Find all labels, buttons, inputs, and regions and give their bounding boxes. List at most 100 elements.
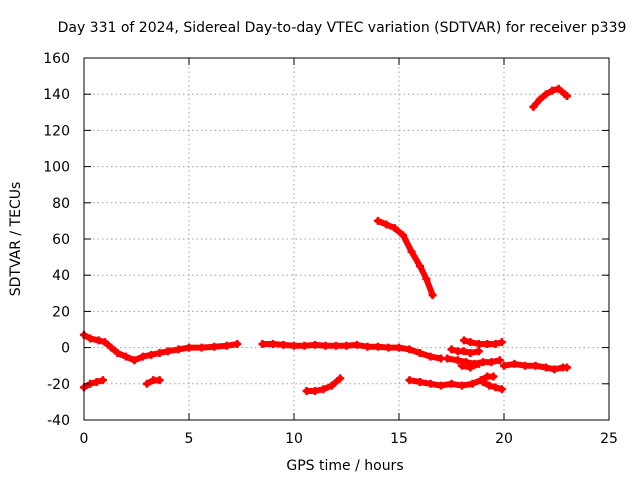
y-axis-label: SDTVAR / TECUs <box>8 182 24 297</box>
data-point <box>405 376 414 385</box>
data-point <box>384 343 393 352</box>
data-point <box>531 361 540 370</box>
data-point <box>422 274 431 283</box>
data-point <box>426 379 435 388</box>
data-point <box>374 216 382 225</box>
data-point <box>311 387 319 396</box>
data-point <box>300 341 309 350</box>
data-point <box>428 291 437 300</box>
data-point <box>548 86 557 95</box>
data-point <box>550 365 559 374</box>
data-point <box>460 336 469 345</box>
data-point <box>86 334 95 343</box>
data-point <box>416 377 424 386</box>
data-point <box>416 262 424 271</box>
data-point <box>138 352 147 361</box>
data-point <box>130 356 139 365</box>
y-tick-label: -40 <box>47 413 70 429</box>
series-trace <box>375 217 436 299</box>
x-tick-label: 0 <box>80 431 89 447</box>
data-point <box>479 377 487 386</box>
data-point <box>390 224 399 233</box>
data-point <box>101 338 109 347</box>
data-point <box>491 339 500 348</box>
data-series-arc-12 <box>460 336 506 348</box>
data-point <box>563 92 571 101</box>
data-point <box>353 340 361 349</box>
data-point <box>542 90 550 99</box>
data-point <box>122 352 130 361</box>
data-point <box>382 220 391 229</box>
data-series-arc-9 <box>447 345 483 358</box>
data-point <box>407 247 416 256</box>
data-point <box>155 349 164 358</box>
data-point <box>466 349 475 358</box>
data-point <box>174 345 183 354</box>
data-point <box>447 379 456 388</box>
axis-ticks: 0 5 10 15 20 25 -40 -20 0 20 40 60 80 100 120 140 160 <box>43 51 618 447</box>
series-trace <box>259 341 444 362</box>
y-tick-label: 60 <box>52 232 70 248</box>
data-point <box>491 383 500 392</box>
data-point <box>416 349 424 358</box>
data-point <box>487 358 496 367</box>
y-tick-label: 120 <box>43 123 70 139</box>
data-point <box>443 354 452 363</box>
data-point <box>485 381 494 390</box>
y-tick-label: 40 <box>52 268 70 284</box>
data-point <box>233 339 242 348</box>
y-tick-label: 100 <box>43 160 70 176</box>
data-point <box>395 343 403 352</box>
data-point <box>94 336 103 345</box>
data-point <box>143 379 151 388</box>
data-point <box>107 343 116 352</box>
data-point <box>474 347 483 356</box>
data-series-arc-4 <box>143 376 164 388</box>
data-point <box>185 343 193 352</box>
data-point <box>222 341 231 350</box>
chart-title: Day 331 of 2024, Sidereal Day-to-day VTE… <box>58 20 627 36</box>
x-tick-label: 25 <box>600 431 618 447</box>
data-series-arc-11 <box>458 359 483 372</box>
data-point <box>147 350 156 359</box>
x-tick-label: 20 <box>495 431 513 447</box>
data-point <box>327 381 336 390</box>
data-series-arc-2 <box>258 339 445 363</box>
data-point <box>336 374 345 383</box>
data-point <box>510 359 519 368</box>
data-point <box>311 340 319 349</box>
data-point <box>497 385 506 394</box>
y-tick-label: -20 <box>47 377 70 393</box>
y-tick-label: 20 <box>52 304 70 320</box>
data-point <box>458 381 466 390</box>
data-point <box>535 95 544 104</box>
data-point <box>466 363 475 372</box>
data-point <box>474 359 483 368</box>
data-point <box>483 339 492 348</box>
data-point <box>197 343 206 352</box>
data-point <box>319 385 328 394</box>
data-point <box>269 339 277 348</box>
data-point <box>321 341 330 350</box>
data-point <box>489 372 498 381</box>
data-point <box>474 339 483 348</box>
data-point <box>453 356 462 365</box>
data-point <box>426 352 435 361</box>
data-point <box>466 338 475 347</box>
data-point <box>258 339 267 348</box>
data-point <box>497 338 506 347</box>
y-tick-label: 160 <box>43 51 70 67</box>
data-point <box>210 342 219 351</box>
data-point <box>155 376 164 385</box>
data-point <box>563 363 571 372</box>
data-point <box>399 231 408 240</box>
x-axis-label: GPS time / hours <box>286 458 403 474</box>
data-point <box>92 377 101 386</box>
data-point <box>374 342 382 351</box>
data-point <box>458 361 466 370</box>
data-point <box>405 345 414 354</box>
data-point <box>302 387 311 396</box>
data-series-arc-8 <box>479 377 506 394</box>
data-series-arc-5 <box>302 374 345 396</box>
